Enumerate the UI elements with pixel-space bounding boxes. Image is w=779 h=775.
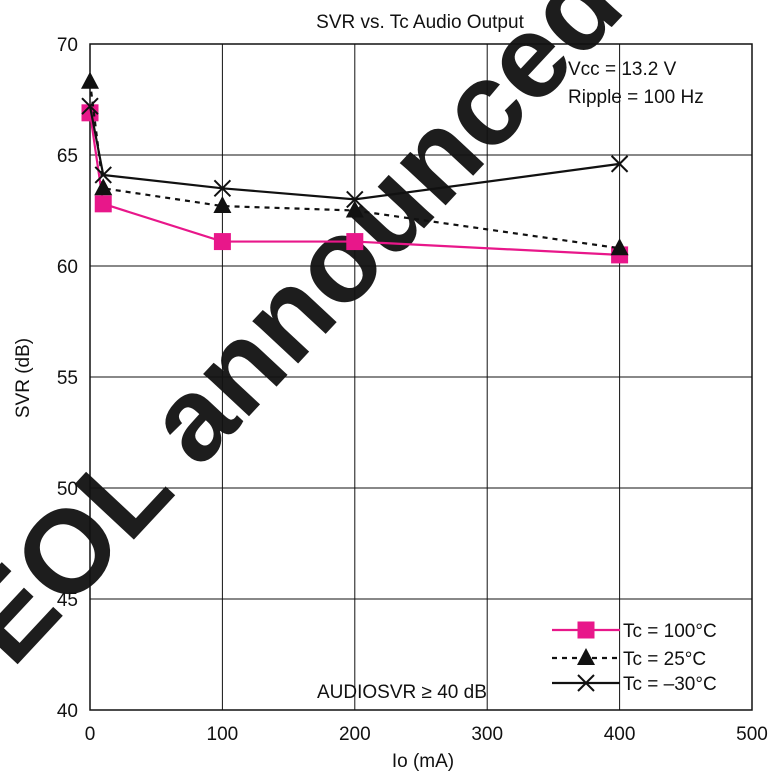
series-2 [81,97,629,209]
data-point [345,200,364,218]
legend-label: Tc = 25°C [623,649,706,670]
data-point [81,71,99,89]
legend-label: Tc = –30°C [623,674,717,695]
watermark-text: EOL announced [0,0,647,688]
annotation-vcc: Vcc = 13.2 V [568,59,677,80]
legend-label: Tc = 100°C [623,621,717,642]
data-point [94,195,112,213]
data-point [81,97,99,115]
data-point [346,190,364,209]
y-tick-label: 60 [57,257,78,278]
tick-labels: 0 100 200 300 400 500 40 45 50 55 60 65 70 [57,35,768,745]
y-tick-label: 45 [57,590,78,611]
data-point [346,233,364,251]
x-tick-label: 400 [604,724,636,745]
data-point [213,196,232,214]
legend-marker [577,648,595,665]
y-axis-label: SVR (dB) [13,338,34,418]
y-tick-label: 70 [57,35,78,56]
x-axis-label: Io (mA) [392,751,454,772]
data-point [610,238,629,256]
data-point [213,179,232,198]
plot-frame [89,43,753,711]
y-tick-label: 65 [57,146,78,167]
data-point [94,178,113,196]
watermark: EOL announced [0,0,647,688]
series-lines [81,71,629,264]
data-point [94,166,112,184]
condition-note: AUDIOSVR ≥ 40 dB [317,682,487,703]
x-tick-label: 0 [85,724,96,745]
data-point [610,155,629,173]
x-tick-label: 300 [471,724,503,745]
x-tick-label: 100 [207,724,239,745]
legend-marker [577,674,595,692]
y-tick-label: 40 [57,701,78,722]
y-tick-label: 50 [57,479,78,500]
y-tick-label: 55 [57,368,78,389]
legend: Tc = 100°C Tc = 25°C Tc = –30°C [552,621,717,695]
data-point [81,104,99,122]
chart-title: SVR vs. Tc Audio Output [316,12,524,33]
legend-marker [577,621,595,639]
x-tick-label: 500 [736,724,768,745]
x-tick-label: 200 [339,724,371,745]
annotation-ripple: Ripple = 100 Hz [568,87,704,108]
data-point [213,233,231,251]
